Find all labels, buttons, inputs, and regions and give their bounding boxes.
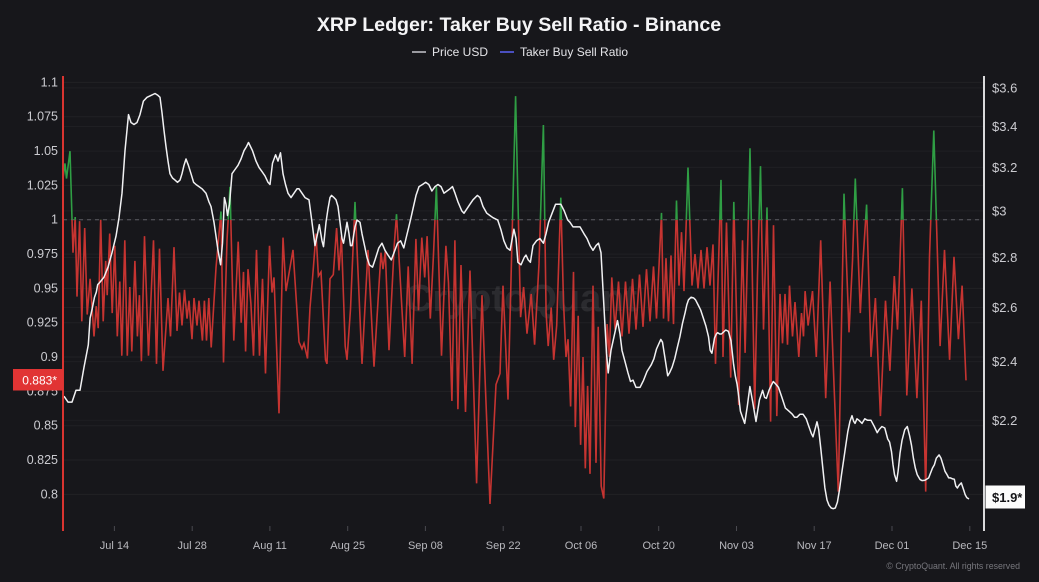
- svg-text:$2.8: $2.8: [992, 250, 1017, 265]
- svg-text:© CryptoQuant. All rights rese: © CryptoQuant. All rights reserved: [886, 561, 1020, 571]
- svg-text:Aug 25: Aug 25: [330, 540, 365, 552]
- svg-text:1.075: 1.075: [27, 110, 58, 124]
- svg-text:$3.6: $3.6: [992, 80, 1017, 95]
- svg-text:$1.9*: $1.9*: [992, 490, 1023, 505]
- svg-text:0.85: 0.85: [34, 419, 58, 433]
- svg-text:Oct 20: Oct 20: [642, 540, 674, 552]
- svg-text:Nov 03: Nov 03: [719, 540, 754, 552]
- svg-text:0.925: 0.925: [27, 316, 58, 330]
- svg-text:0.8: 0.8: [41, 487, 58, 501]
- svg-text:Dec 15: Dec 15: [952, 540, 987, 552]
- svg-text:Sep 08: Sep 08: [408, 540, 443, 552]
- svg-text:$2.4: $2.4: [992, 354, 1017, 369]
- svg-text:0.9: 0.9: [41, 350, 58, 364]
- svg-text:XRP Ledger: Taker Buy Sell Rat: XRP Ledger: Taker Buy Sell Ratio - Binan…: [317, 14, 721, 36]
- svg-text:Sep 22: Sep 22: [486, 540, 521, 552]
- svg-text:Jul 14: Jul 14: [100, 540, 129, 552]
- svg-text:$2.2: $2.2: [992, 413, 1017, 428]
- svg-text:Taker Buy Sell Ratio: Taker Buy Sell Ratio: [520, 45, 628, 59]
- svg-text:Price USD: Price USD: [432, 45, 488, 59]
- svg-text:0.825: 0.825: [27, 453, 58, 467]
- svg-text:Aug 11: Aug 11: [253, 540, 287, 552]
- svg-text:Dec 01: Dec 01: [875, 540, 910, 552]
- svg-text:Nov 17: Nov 17: [797, 540, 832, 552]
- svg-text:0.975: 0.975: [27, 247, 58, 261]
- svg-text:Oct 06: Oct 06: [565, 540, 597, 552]
- svg-text:0.95: 0.95: [34, 281, 58, 295]
- svg-text:1.05: 1.05: [34, 144, 58, 158]
- svg-text:0.883*: 0.883*: [22, 374, 57, 388]
- svg-text:1.1: 1.1: [41, 75, 58, 89]
- svg-text:1: 1: [51, 213, 58, 227]
- svg-text:$2.6: $2.6: [992, 300, 1017, 315]
- svg-text:1.025: 1.025: [27, 178, 58, 192]
- svg-text:$3.4: $3.4: [992, 119, 1017, 134]
- svg-text:$3: $3: [992, 203, 1006, 218]
- svg-text:Jul 28: Jul 28: [178, 540, 207, 552]
- svg-text:$3.2: $3.2: [992, 160, 1017, 175]
